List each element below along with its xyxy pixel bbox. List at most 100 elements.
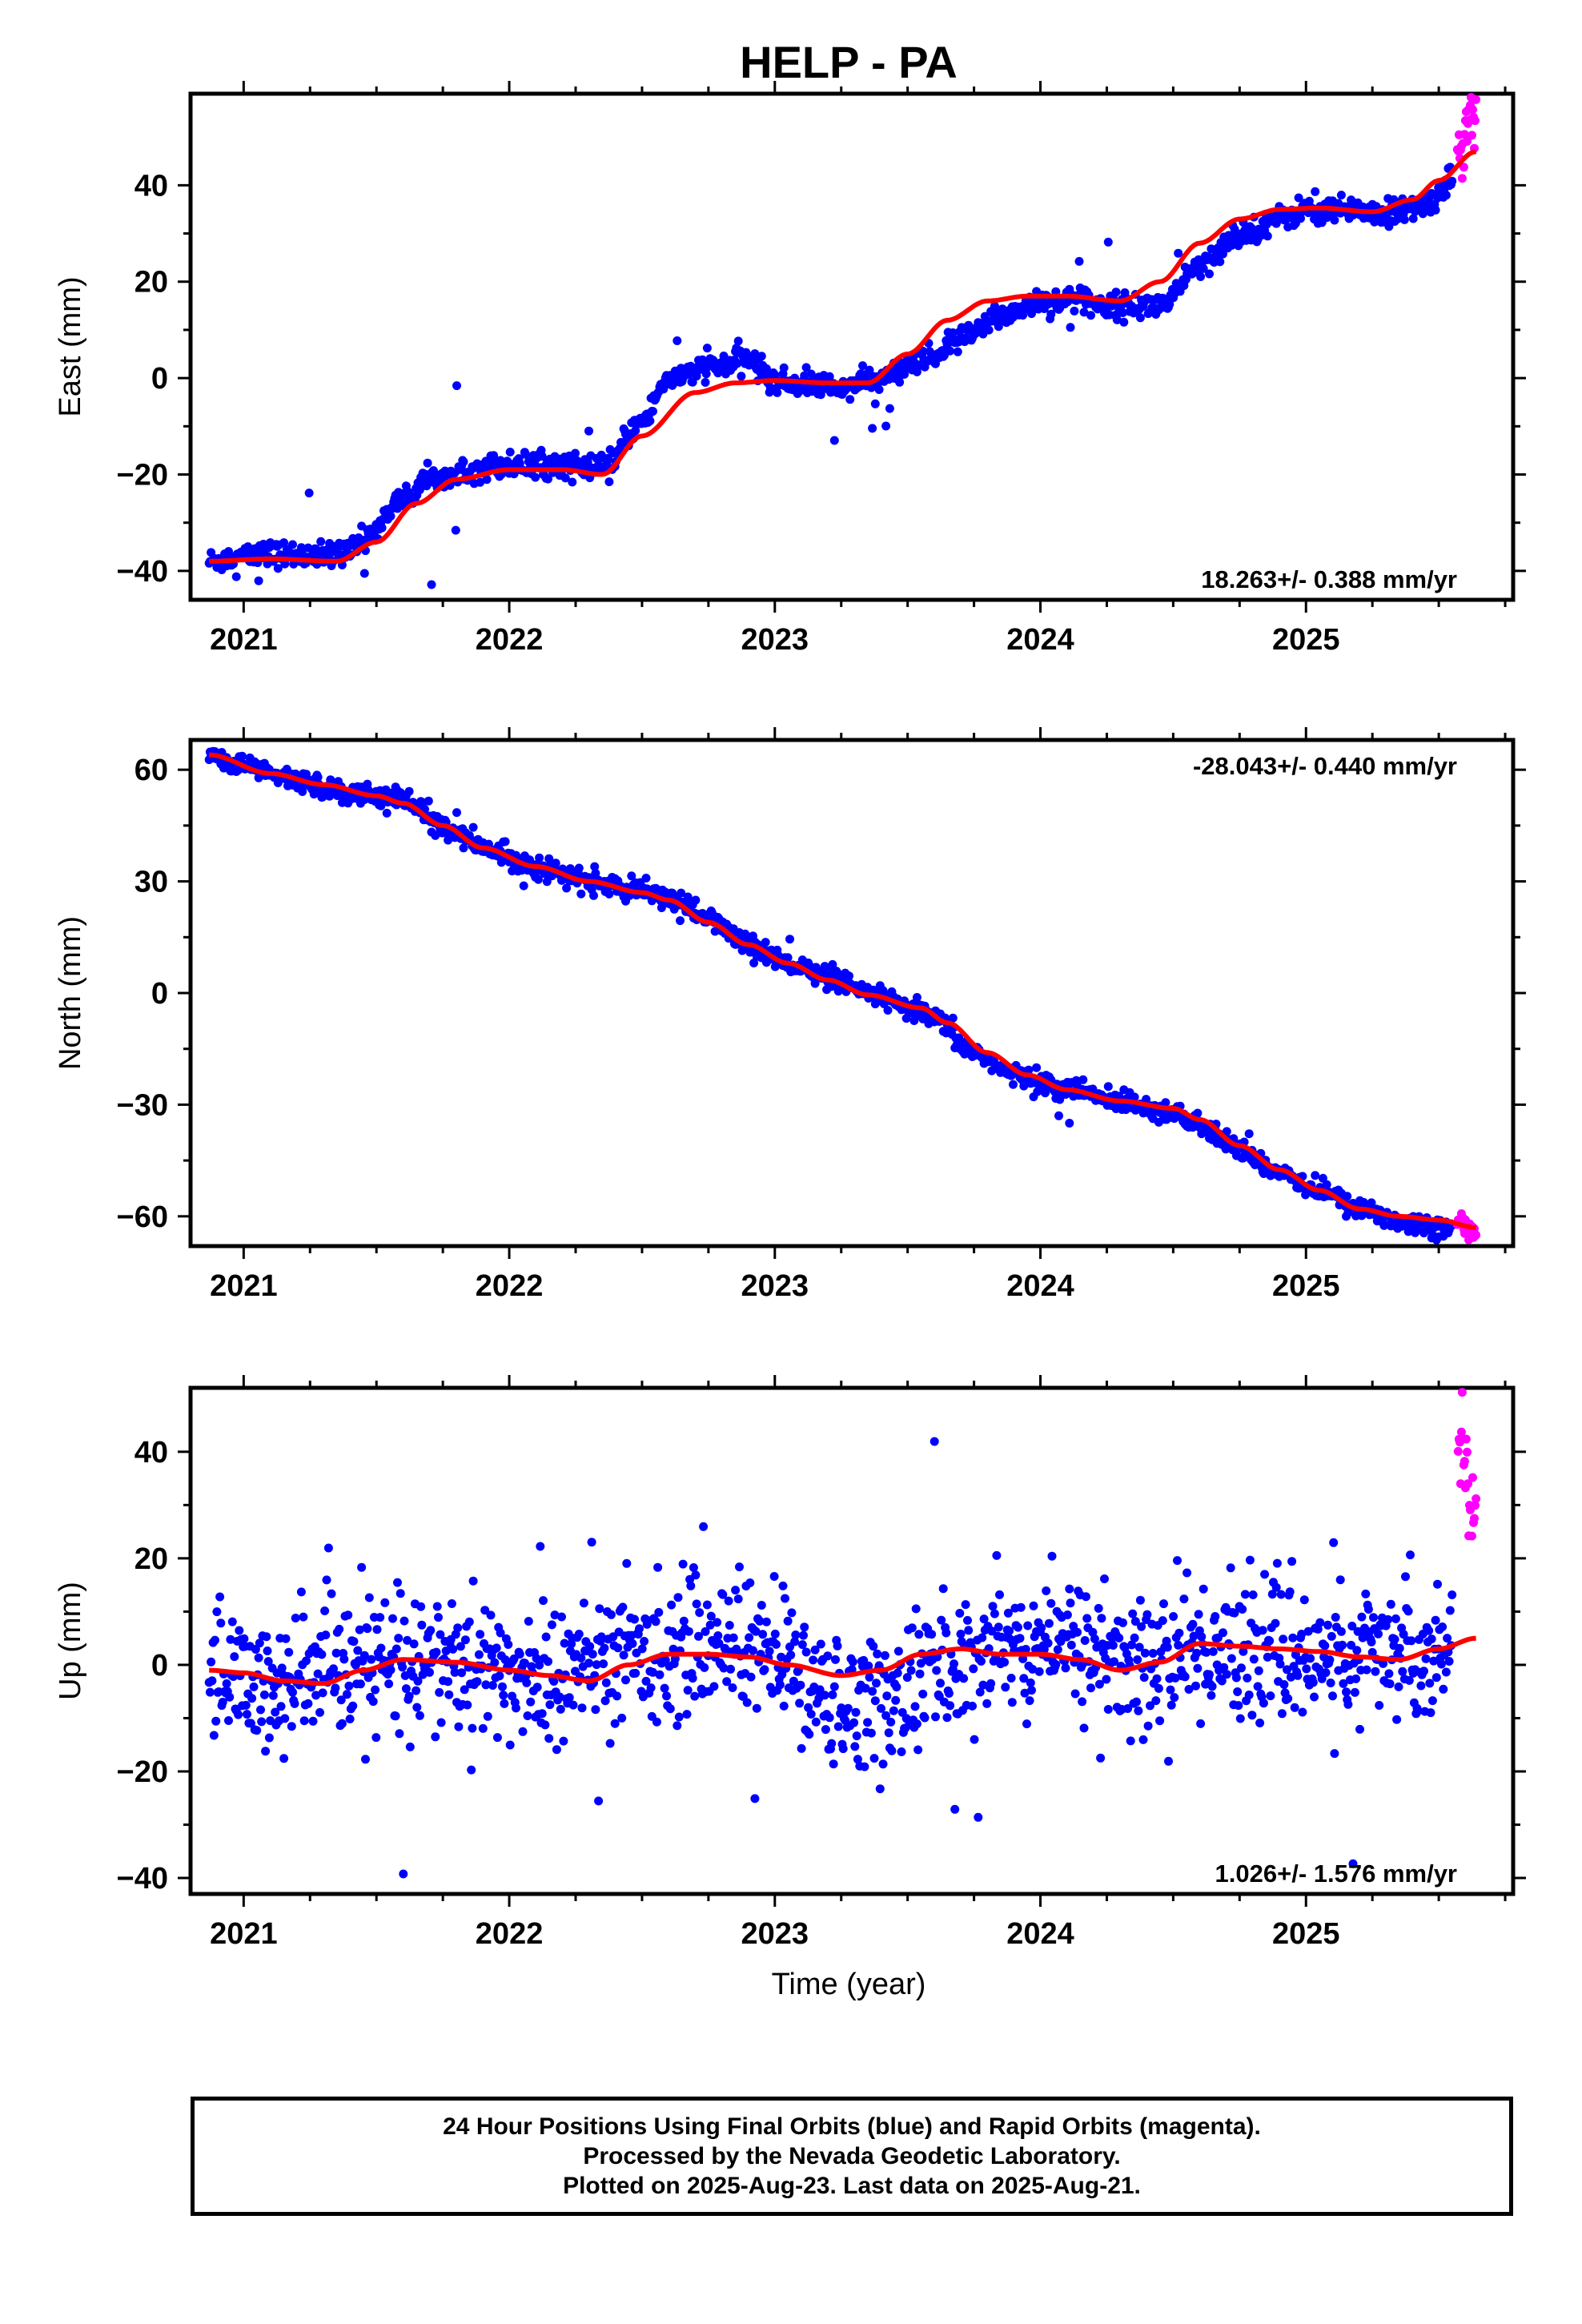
up-final-orbit-point bbox=[1044, 1618, 1054, 1628]
east-final-orbit-point bbox=[701, 378, 710, 387]
up-final-orbit-point bbox=[532, 1654, 541, 1663]
up-final-orbit-point bbox=[1348, 1859, 1358, 1868]
up-final-orbit-point bbox=[588, 1650, 597, 1659]
up-final-orbit-point bbox=[937, 1615, 946, 1625]
east-final-orbit-point bbox=[273, 564, 283, 573]
up-final-orbit-point bbox=[868, 1687, 877, 1696]
up-final-orbit-point bbox=[393, 1578, 402, 1587]
up-final-orbit-point bbox=[230, 1652, 239, 1662]
up-final-orbit-point bbox=[699, 1522, 709, 1531]
up-final-orbit-point bbox=[1127, 1640, 1136, 1650]
north-final-orbit-point bbox=[576, 889, 586, 899]
up-final-orbit-point bbox=[610, 1719, 620, 1728]
up-final-orbit-point bbox=[828, 1690, 837, 1699]
east-final-orbit-point bbox=[568, 477, 577, 487]
up-final-orbit-point bbox=[902, 1673, 912, 1683]
up-final-orbit-point bbox=[486, 1610, 496, 1620]
north-final-orbit-point bbox=[691, 895, 701, 905]
up-xtick-label: 2021 bbox=[210, 1917, 278, 1951]
up-final-orbit-point bbox=[1211, 1612, 1220, 1621]
up-final-orbit-point bbox=[257, 1717, 267, 1727]
up-final-orbit-point bbox=[893, 1647, 903, 1656]
up-final-orbit-point bbox=[541, 1632, 551, 1642]
up-final-orbit-point bbox=[594, 1796, 604, 1806]
east-final-orbit-point bbox=[304, 489, 314, 498]
up-final-orbit-point bbox=[303, 1699, 313, 1708]
up-final-orbit-point bbox=[729, 1633, 738, 1642]
up-final-orbit-point bbox=[216, 1618, 226, 1628]
up-final-orbit-point bbox=[1327, 1631, 1336, 1641]
up-final-orbit-point bbox=[772, 1639, 781, 1649]
up-final-orbit-point bbox=[1367, 1647, 1377, 1657]
north-final-orbit-point bbox=[1322, 1180, 1331, 1189]
north-final-orbit-point bbox=[1032, 1063, 1042, 1072]
up-final-orbit-point bbox=[1073, 1627, 1082, 1637]
up-final-orbit-point bbox=[368, 1697, 378, 1707]
up-final-orbit-point bbox=[864, 1661, 873, 1671]
up-final-orbit-point bbox=[735, 1562, 744, 1572]
up-final-orbit-point bbox=[299, 1612, 308, 1622]
up-final-orbit-point bbox=[700, 1663, 709, 1672]
up-data-points bbox=[204, 1388, 1481, 1879]
up-final-orbit-point bbox=[476, 1630, 485, 1639]
north-final-orbit-point bbox=[845, 971, 853, 981]
up-final-orbit-point bbox=[331, 1683, 340, 1693]
up-final-orbit-point bbox=[746, 1672, 756, 1682]
up-final-orbit-point bbox=[823, 1651, 833, 1661]
up-final-orbit-point bbox=[886, 1717, 896, 1727]
north-final-orbit-point bbox=[238, 751, 247, 761]
footer-box: 24 Hour Positions Using Final Orbits (bl… bbox=[191, 2097, 1513, 2216]
east-final-orbit-point bbox=[604, 477, 614, 487]
east-final-orbit-point bbox=[1205, 269, 1214, 279]
up-final-orbit-point bbox=[1320, 1641, 1330, 1651]
east-rapid-orbit-point bbox=[1463, 136, 1472, 146]
up-final-orbit-point bbox=[1192, 1648, 1202, 1658]
up-final-orbit-point bbox=[660, 1683, 669, 1693]
up-final-orbit-point bbox=[1298, 1707, 1307, 1717]
east-final-orbit-point bbox=[881, 421, 891, 431]
up-final-orbit-point bbox=[1194, 1610, 1203, 1619]
up-final-orbit-point bbox=[796, 1680, 805, 1690]
up-final-orbit-point bbox=[331, 1648, 341, 1658]
up-final-orbit-point bbox=[1260, 1570, 1270, 1579]
up-final-orbit-point bbox=[1143, 1721, 1153, 1731]
up-final-orbit-point bbox=[417, 1620, 427, 1630]
up-final-orbit-point bbox=[964, 1626, 974, 1635]
up-final-orbit-point bbox=[284, 1647, 294, 1657]
up-final-orbit-point bbox=[669, 1644, 678, 1654]
up-final-orbit-point bbox=[1361, 1589, 1371, 1598]
up-final-orbit-point bbox=[474, 1650, 484, 1659]
up-final-orbit-point bbox=[760, 1665, 769, 1675]
east-final-orbit-point bbox=[583, 457, 592, 467]
up-final-orbit-point bbox=[1351, 1674, 1361, 1683]
up-final-orbit-point bbox=[1447, 1590, 1457, 1599]
north-final-orbit-point bbox=[565, 864, 575, 874]
up-final-orbit-point bbox=[742, 1698, 752, 1707]
up-final-orbit-point bbox=[353, 1646, 363, 1655]
up-final-orbit-point bbox=[1135, 1595, 1145, 1605]
up-final-orbit-point bbox=[1413, 1706, 1423, 1715]
up-final-orbit-point bbox=[1308, 1678, 1318, 1687]
up-final-orbit-point bbox=[1271, 1618, 1280, 1628]
up-final-orbit-point bbox=[797, 1640, 807, 1650]
up-final-orbit-point bbox=[891, 1695, 901, 1705]
up-final-orbit-point bbox=[337, 1719, 347, 1728]
up-final-orbit-point bbox=[490, 1658, 500, 1667]
north-final-orbit-point bbox=[1343, 1192, 1352, 1201]
up-final-orbit-point bbox=[227, 1617, 237, 1626]
up-final-orbit-point bbox=[1191, 1681, 1200, 1691]
north-final-orbit-point bbox=[676, 916, 685, 926]
up-final-orbit-point bbox=[1331, 1613, 1340, 1622]
up-final-orbit-point bbox=[869, 1754, 879, 1763]
up-final-orbit-point bbox=[1258, 1626, 1267, 1635]
north-ytick-label: 60 bbox=[135, 754, 168, 787]
east-final-orbit-point bbox=[900, 369, 909, 379]
up-final-orbit-point bbox=[910, 1702, 920, 1711]
up-final-orbit-point bbox=[1146, 1701, 1154, 1711]
up-final-orbit-point bbox=[694, 1631, 703, 1641]
east-ticks: 2021 2022 2023 2024 2025 −40 −20 0 20 40 bbox=[117, 81, 1526, 657]
up-final-orbit-point bbox=[667, 1600, 677, 1610]
up-final-orbit-point bbox=[1006, 1674, 1016, 1683]
up-final-orbit-point bbox=[1133, 1655, 1142, 1664]
up-final-orbit-point bbox=[695, 1608, 705, 1618]
